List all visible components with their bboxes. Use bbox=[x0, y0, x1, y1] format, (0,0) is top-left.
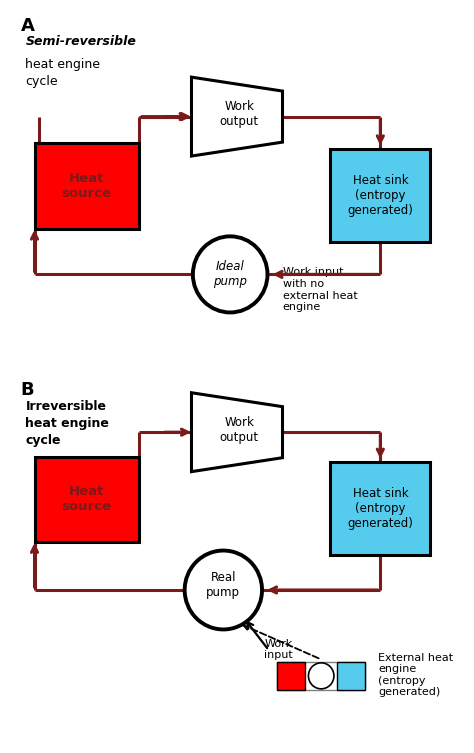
Polygon shape bbox=[191, 77, 283, 156]
Text: Heat sink
(entropy
generated): Heat sink (entropy generated) bbox=[347, 487, 413, 530]
Bar bbox=[35, 456, 139, 542]
Text: Work
input: Work input bbox=[264, 639, 293, 660]
Polygon shape bbox=[191, 393, 283, 471]
Circle shape bbox=[193, 236, 267, 312]
Text: heat engine
cycle: heat engine cycle bbox=[26, 58, 100, 87]
Text: Irreversible
heat engine
cycle: Irreversible heat engine cycle bbox=[26, 400, 109, 447]
Text: Work
output: Work output bbox=[220, 100, 259, 128]
Circle shape bbox=[309, 663, 334, 689]
Circle shape bbox=[185, 550, 262, 630]
Bar bbox=[277, 662, 304, 690]
Text: Work input
with no
external heat
engine: Work input with no external heat engine bbox=[283, 267, 357, 312]
Text: Heat
source: Heat source bbox=[62, 172, 112, 200]
Text: B: B bbox=[21, 381, 35, 399]
Bar bbox=[330, 462, 430, 555]
Bar bbox=[337, 662, 365, 690]
Text: Semi-reversible: Semi-reversible bbox=[26, 35, 137, 48]
Bar bbox=[330, 149, 430, 242]
Text: Ideal
pump: Ideal pump bbox=[213, 261, 247, 288]
Text: Work
output: Work output bbox=[220, 416, 259, 444]
Text: Heat
source: Heat source bbox=[62, 486, 112, 514]
Bar bbox=[35, 143, 139, 229]
Text: Heat sink
(entropy
generated): Heat sink (entropy generated) bbox=[347, 174, 413, 217]
Text: External heat
engine
(entropy
generated): External heat engine (entropy generated) bbox=[378, 653, 453, 697]
Text: A: A bbox=[21, 17, 35, 35]
Text: Real
pump: Real pump bbox=[206, 572, 240, 599]
